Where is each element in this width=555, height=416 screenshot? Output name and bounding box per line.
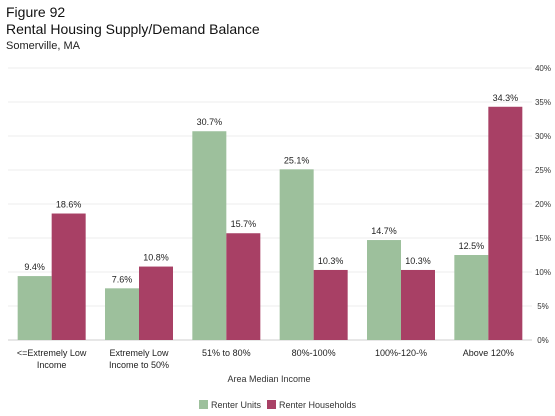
- x-axis-title: Area Median Income: [227, 374, 310, 384]
- x-tick-label: Income: [37, 360, 67, 370]
- x-tick-label: 80%-100%: [292, 348, 336, 358]
- bar-renter-units: [367, 240, 401, 340]
- bar-renter-households: [313, 269, 348, 340]
- y-tick-label: 0%: [537, 336, 549, 345]
- y-tick-label: 25%: [535, 166, 551, 175]
- bar-renter-households: [139, 266, 173, 340]
- legend-label: Renter Households: [279, 400, 357, 410]
- bars: [17, 106, 523, 340]
- data-label: 9.4%: [24, 262, 45, 272]
- data-label: 7.6%: [112, 274, 133, 284]
- gridlines: [8, 67, 532, 341]
- x-tick-label: 51% to 80%: [202, 348, 251, 358]
- x-tick-label: 100%-120-%: [375, 348, 427, 358]
- figure-label: Figure 92: [6, 4, 66, 20]
- bar-renter-households: [401, 269, 435, 340]
- data-label: 10.3%: [318, 256, 344, 266]
- legend-label: Renter Units: [211, 400, 262, 410]
- y-tick-label: 35%: [535, 98, 551, 107]
- x-axis-ticks: <=Extremely Low Income Extremely Low Income…: [17, 348, 514, 370]
- legend: Renter Units Renter Households: [199, 400, 357, 410]
- chart-header: Figure 92 Rental Housing Supply/Demand B…: [6, 4, 260, 53]
- bar-renter-units: [279, 169, 314, 340]
- x-tick-label: <=Extremely Low: [17, 348, 87, 358]
- data-label: 10.3%: [405, 256, 431, 266]
- data-label: 12.5%: [459, 241, 485, 251]
- bar-renter-units: [17, 276, 52, 340]
- data-label: 15.7%: [231, 219, 257, 229]
- bar-renter-households: [488, 106, 523, 340]
- data-label: 14.7%: [371, 226, 397, 236]
- chart-subtitle: Somerville, MA: [6, 40, 80, 52]
- y-tick-label: 5%: [537, 302, 549, 311]
- bar-renter-households: [226, 233, 261, 340]
- chart-title: Rental Housing Supply/Demand Balance: [6, 21, 260, 37]
- x-tick-label: Above 120%: [463, 348, 514, 358]
- x-tick-label: Extremely Low: [109, 348, 169, 358]
- data-label: 25.1%: [284, 155, 310, 165]
- data-label: 18.6%: [56, 200, 82, 210]
- y-tick-label: 15%: [535, 234, 551, 243]
- x-tick-label: Income to 50%: [109, 360, 169, 370]
- y-tick-label: 10%: [535, 268, 551, 277]
- legend-swatch: [199, 400, 208, 409]
- legend-swatch: [267, 400, 276, 409]
- data-label: 30.7%: [197, 117, 223, 127]
- bar-renter-units: [105, 288, 139, 340]
- data-label: 10.8%: [143, 253, 169, 263]
- y-axis-ticks: 0% 5% 10% 15% 20% 25% 30% 35% 40%: [535, 64, 551, 345]
- bar-renter-units: [192, 131, 227, 340]
- bar-renter-households: [51, 213, 86, 340]
- data-labels: 9.4% 18.6% 7.6% 10.8% 30.7% 15.7% 25.1% 10.3% 14…: [24, 93, 518, 285]
- bar-renter-units: [454, 255, 489, 340]
- y-tick-label: 30%: [535, 132, 551, 141]
- y-tick-label: 40%: [535, 64, 551, 73]
- y-tick-label: 20%: [535, 200, 551, 209]
- data-label: 34.3%: [493, 93, 519, 103]
